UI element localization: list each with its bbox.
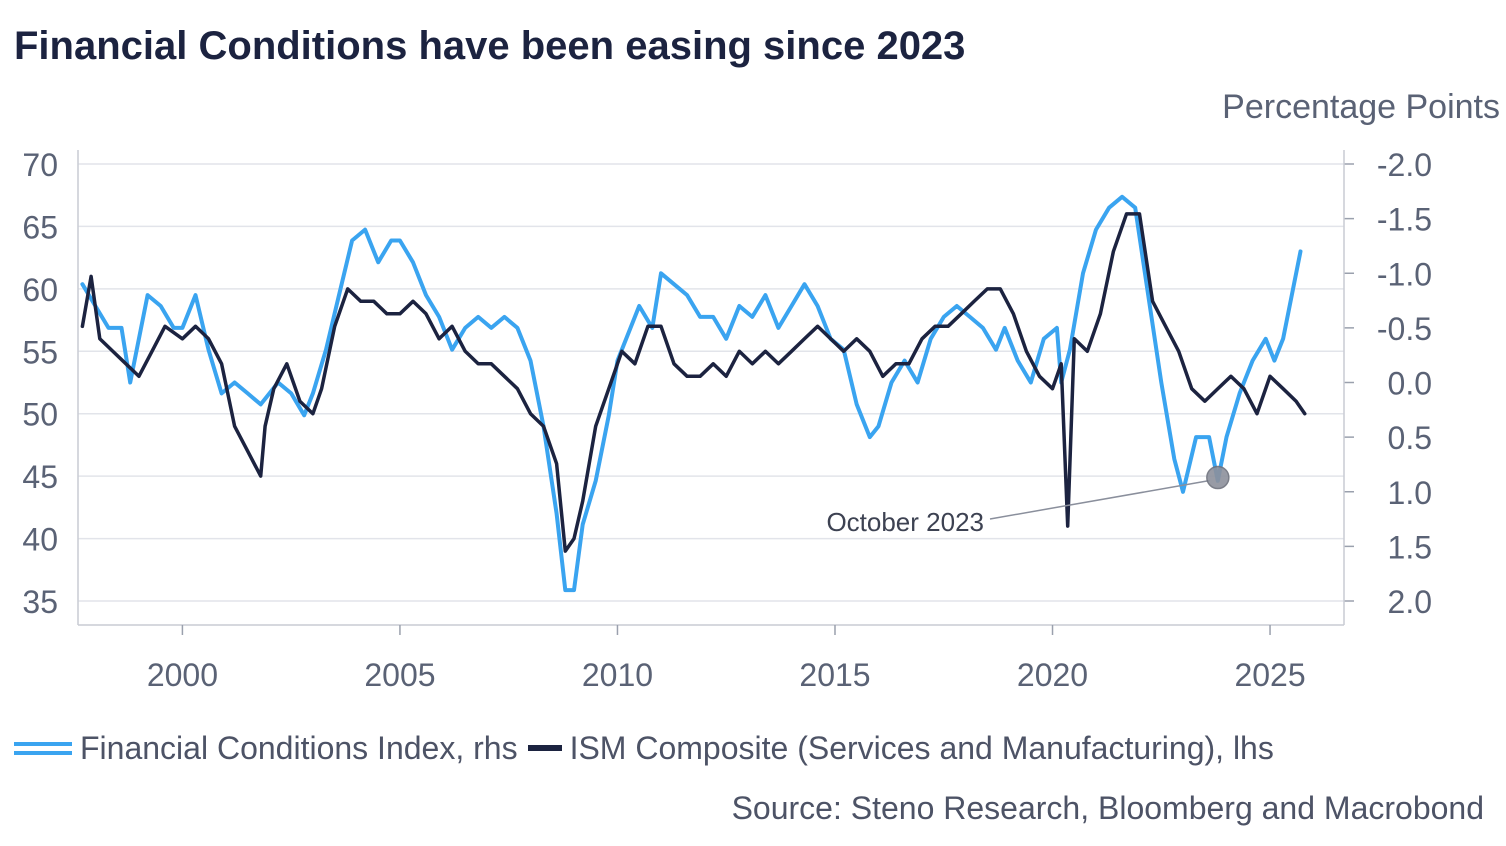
fci-series-line — [80, 194, 1303, 593]
y-left-tick-label: 70 — [22, 147, 58, 183]
chart-title: Financial Conditions have been easing si… — [14, 24, 966, 68]
y-right-tick-label: 1.0 — [1388, 475, 1432, 511]
y-right-tick-label: 2.0 — [1388, 584, 1432, 620]
legend-swatch-ism — [527, 745, 562, 751]
y-right-tick-label: -0.5 — [1377, 311, 1432, 347]
x-tick-label: 2000 — [147, 657, 218, 693]
annotation-marker — [1206, 465, 1230, 490]
y-right-tick-label: -1.5 — [1377, 202, 1432, 238]
legend-item-fci: Financial Conditions Index, rhs — [14, 730, 518, 767]
ism-series-line — [80, 212, 1307, 553]
legend-item-ism: ISM Composite (Services and Manufacturin… — [518, 730, 1274, 767]
y-right-axis-title: Percentage Points — [1222, 88, 1500, 126]
y-right-tick-label: -1.0 — [1377, 256, 1432, 292]
annotation-label: October 2023 — [826, 507, 984, 537]
y-right-tick-label: 1.5 — [1388, 529, 1432, 565]
legend-swatch-fci — [14, 740, 72, 756]
legend-label-fci: Financial Conditions Index, rhs — [80, 729, 518, 766]
y-right-tick-label: 0.5 — [1388, 420, 1432, 456]
y-right-tick-label: 0.0 — [1388, 366, 1432, 402]
annotation-leader-line — [989, 479, 1210, 520]
y-right-tick-label: -2.0 — [1377, 147, 1432, 183]
x-tick-label: 2010 — [582, 657, 653, 693]
x-tick-label: 2015 — [799, 657, 870, 693]
source-note: Source: Steno Research, Bloomberg and Ma… — [731, 790, 1484, 826]
y-left-tick-label: 55 — [22, 334, 58, 370]
legend: Financial Conditions Index, rhs ISM Comp… — [14, 726, 1274, 770]
y-left-tick-label: 45 — [22, 459, 58, 495]
y-left-tick-label: 65 — [22, 209, 58, 245]
legend-label-ism: ISM Composite (Services and Manufacturin… — [569, 729, 1274, 766]
y-left-tick-label: 60 — [22, 272, 58, 308]
x-tick-label: 2005 — [364, 657, 435, 693]
y-left-tick-label: 35 — [22, 584, 58, 620]
x-tick-label: 2025 — [1234, 657, 1305, 693]
y-left-tick-label: 40 — [22, 522, 58, 558]
y-left-tick-label: 50 — [22, 397, 58, 433]
x-tick-label: 2020 — [1017, 657, 1088, 693]
